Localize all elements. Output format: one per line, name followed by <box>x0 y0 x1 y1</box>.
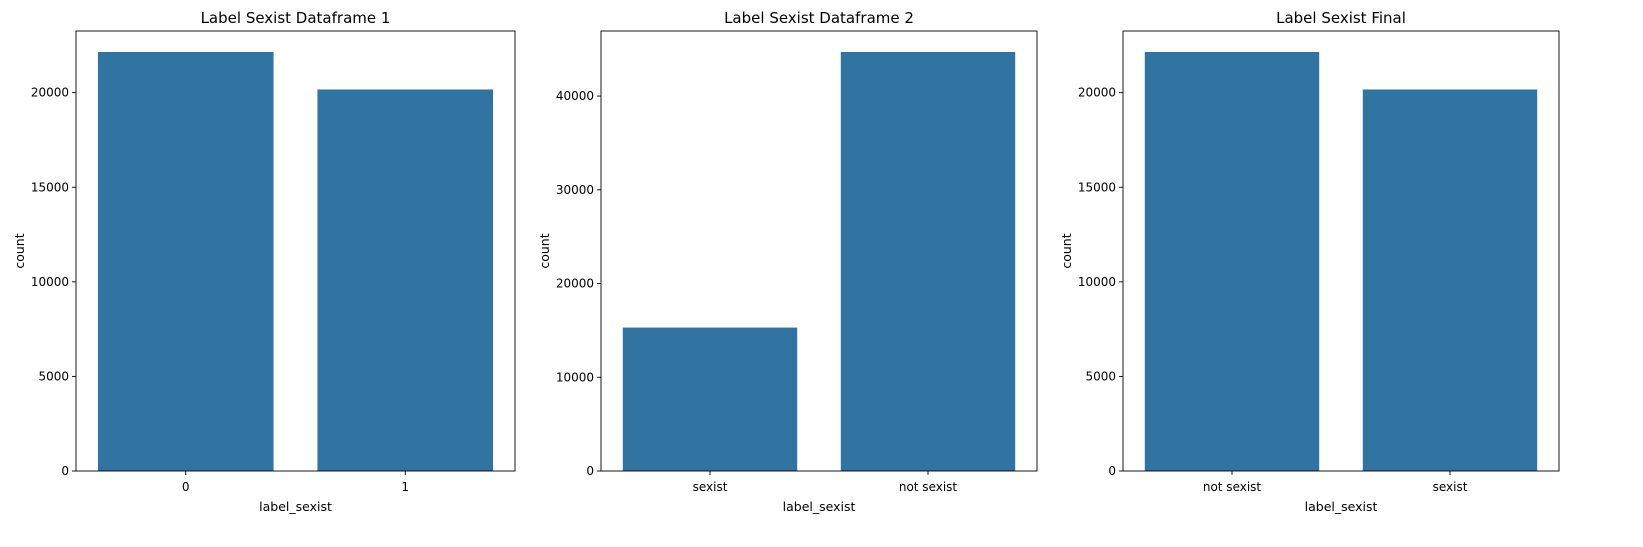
x-tick-label: sexist <box>693 480 728 494</box>
x-axis-label: label_sexist <box>1305 499 1378 514</box>
y-tick-label: 10000 <box>556 370 594 384</box>
axes-frame <box>1122 30 1560 472</box>
chart-panel-2: 0 10000 20000 30000 40000 sexist not sexist Lab… <box>537 9 1038 514</box>
x-tick-label: 1 <box>401 480 409 494</box>
x-tick-label: sexist <box>1433 480 1468 494</box>
bar <box>97 51 274 471</box>
y-tick-label: 40000 <box>556 89 594 103</box>
y-tick-label: 20000 <box>31 86 69 100</box>
axes-frame <box>600 30 1038 472</box>
y-tick-label: 20000 <box>1078 86 1116 100</box>
y-axis-label: count <box>1059 233 1074 268</box>
chart-title: Label Sexist Final <box>1276 9 1406 27</box>
axes-frame <box>75 30 516 472</box>
y-tick-label: 30000 <box>556 183 594 197</box>
bar <box>1144 51 1320 471</box>
y-axis-label: count <box>537 233 552 268</box>
chart-title: Label Sexist Dataframe 2 <box>724 9 914 27</box>
y-tick-label: 10000 <box>31 275 69 289</box>
y-tick-label: 15000 <box>1078 180 1116 194</box>
x-tick-label: not sexist <box>899 480 958 494</box>
bar <box>840 51 1016 472</box>
y-tick-label: 5000 <box>1085 369 1116 383</box>
x-tick-label: 0 <box>182 480 190 494</box>
y-tick-label: 20000 <box>556 277 594 291</box>
bar <box>317 89 494 472</box>
y-tick-label: 0 <box>586 464 594 478</box>
y-tick-label: 15000 <box>31 180 69 194</box>
y-tick-label: 5000 <box>38 369 69 383</box>
x-axis-label: label_sexist <box>259 499 332 514</box>
y-axis-label: count <box>12 233 27 268</box>
bar <box>1362 89 1538 472</box>
chart-title: Label Sexist Dataframe 1 <box>201 9 391 27</box>
bar <box>622 327 798 471</box>
y-tick-label: 0 <box>1108 464 1116 478</box>
y-tick-label: 10000 <box>1078 275 1116 289</box>
chart-panel-3: 0 5000 10000 15000 20000 not sexist sexist Labe… <box>1059 9 1560 514</box>
chart-panel-1: 0 5000 10000 15000 20000 0 1 Label Sexist Dataf… <box>12 9 516 514</box>
x-tick-label: not sexist <box>1203 480 1262 494</box>
y-tick-label: 0 <box>61 464 69 478</box>
x-axis-label: label_sexist <box>783 499 856 514</box>
